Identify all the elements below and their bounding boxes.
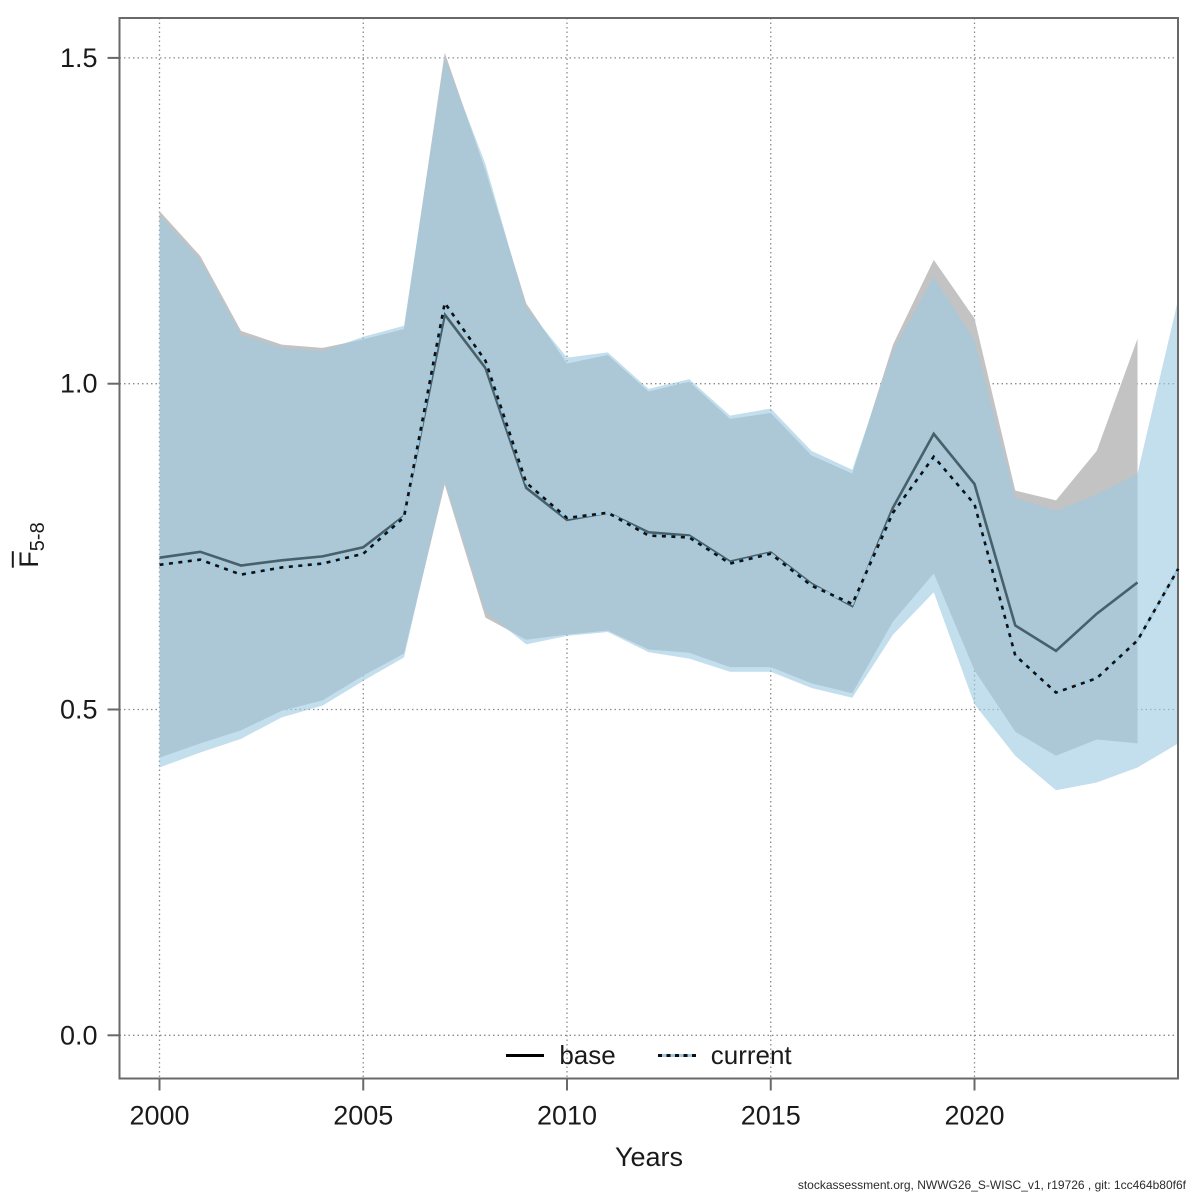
y-axis-title: F5-8 [14, 485, 50, 605]
x-tick-label: 2005 [333, 1101, 393, 1131]
legend-label-base: base [559, 1040, 616, 1070]
series-line-base [159, 311, 1139, 653]
legend-item-current: current [657, 1040, 792, 1071]
y-axis-title-symbol: F [13, 551, 44, 568]
x-tick-label: 2000 [129, 1101, 189, 1131]
x-tick-label: 2020 [944, 1101, 1004, 1131]
current-line-sample-icon [657, 1054, 696, 1057]
confidence-band-current [159, 57, 1179, 791]
y-tick-label: 1.5 [60, 43, 98, 73]
base-line-sample-icon [506, 1054, 545, 1057]
legend-label-current: current [710, 1040, 792, 1070]
legend-item-base: base [506, 1040, 616, 1071]
x-axis-title: Years [614, 1142, 684, 1172]
legend: base current [120, 1040, 1178, 1071]
source-attribution: stockassessment.org, NWWG26_S-WISC_v1, r… [797, 1178, 1186, 1192]
y-tick-label: 1.0 [60, 369, 98, 399]
y-tick-label: 0.5 [60, 695, 98, 725]
plot-border [118, 17, 1179, 1080]
series-line-current [159, 299, 1180, 695]
x-tick-label: 2010 [537, 1101, 597, 1131]
x-tick-label: 2015 [741, 1101, 801, 1131]
y-axis-title-subscript: 5-8 [27, 522, 50, 552]
y-tick-label: 0.0 [60, 1020, 98, 1050]
